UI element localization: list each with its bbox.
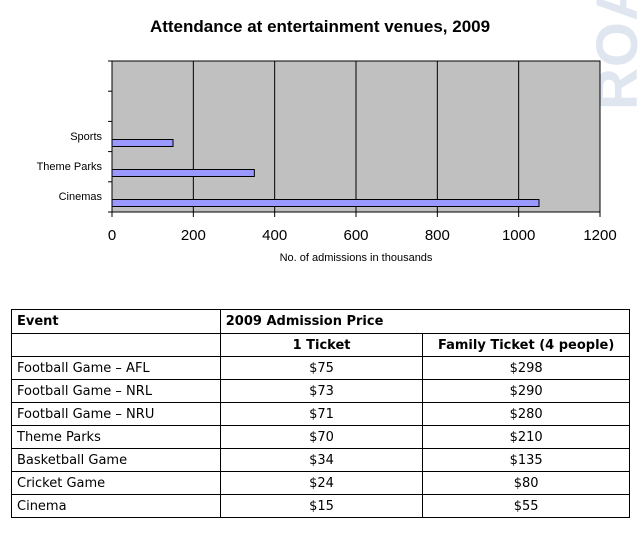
table-row: Theme Parks $70 $210 [11, 425, 630, 449]
cell-family-price: $290 [422, 379, 630, 403]
cell-family-price: $135 [422, 448, 630, 472]
admission-price-table-wrap: Event 2009 Admission Price 1 Ticket Fami… [11, 309, 631, 518]
table-row: Cinema $15 $55 [11, 494, 630, 518]
table-row: Basketball Game $34 $135 [11, 448, 630, 472]
cell-family-price: $55 [422, 494, 630, 518]
header-event: Event [11, 309, 221, 334]
x-tick-label: 200 [181, 227, 206, 244]
table-row: Cricket Game $24 $80 [11, 471, 630, 495]
chart-title: Attendance at entertainment venues, 2009 [149, 17, 491, 36]
cell-event: Football Game – NRU [11, 402, 221, 426]
category-label: Theme Parks [37, 161, 103, 173]
category-label: Sports [70, 131, 102, 143]
admission-price-table: Event 2009 Admission Price 1 Ticket Fami… [11, 309, 631, 518]
bar [111, 169, 255, 177]
table-row: Football Game – NRU $71 $280 [11, 402, 630, 426]
x-axis-label: No. of admissions in thousands [280, 252, 433, 264]
cell-family-price: $80 [422, 471, 630, 495]
cell-family-price: $280 [422, 402, 630, 426]
header-family-ticket: Family Ticket (4 people) [422, 333, 630, 357]
cell-family-price: $298 [422, 356, 630, 380]
x-tick-label: 400 [262, 227, 287, 244]
x-tick-label: 600 [343, 227, 368, 244]
cell-family-price: $210 [422, 425, 630, 449]
cell-event: Cricket Game [11, 471, 221, 495]
cell-event: Football Game – AFL [11, 356, 221, 380]
cell-single-price: $15 [219, 494, 424, 518]
cell-event: Football Game – NRL [11, 379, 221, 403]
cell-event: Basketball Game [11, 448, 221, 472]
bar-chart: 0 200 400 600 800 1000 1200 Sports Theme Parks C… [37, 60, 617, 264]
table-subheader-row: 1 Ticket Family Ticket (4 people) [11, 333, 630, 357]
bar [111, 139, 174, 147]
table-row: Football Game – NRL $73 $290 [11, 379, 630, 403]
cell-single-price: $71 [219, 402, 424, 426]
cell-single-price: $75 [219, 356, 424, 380]
category-label: Cinemas [59, 191, 103, 203]
cell-event: Theme Parks [11, 425, 221, 449]
cell-single-price: $34 [219, 448, 424, 472]
bar [111, 199, 540, 207]
cell-event: Cinema [11, 494, 221, 518]
table-header-row: Event 2009 Admission Price [11, 309, 631, 334]
cell-single-price: $70 [219, 425, 424, 449]
x-tick-label: 0 [108, 227, 116, 244]
header-event-blank [11, 333, 221, 357]
cell-single-price: $24 [219, 471, 424, 495]
cell-single-price: $73 [219, 379, 424, 403]
table-row: Football Game – AFL $75 $298 [11, 356, 630, 380]
x-tick-label: 800 [425, 227, 450, 244]
header-single-ticket: 1 Ticket [219, 333, 424, 357]
x-tick-label: 1200 [583, 227, 616, 244]
x-tick-label: 1000 [502, 227, 535, 244]
header-price-group: 2009 Admission Price [219, 309, 631, 334]
